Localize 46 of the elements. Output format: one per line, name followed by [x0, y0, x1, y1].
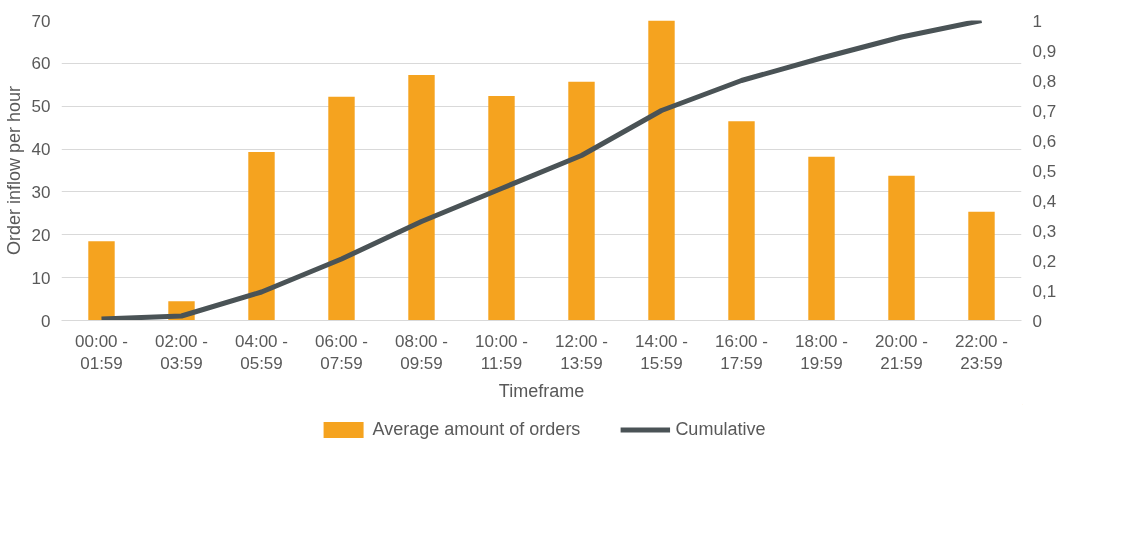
y-tick-label: 60	[31, 54, 51, 74]
y-tick-label: 70	[31, 11, 51, 31]
y-tick-label: 0	[41, 311, 51, 331]
x-tick-label: 18:00 - 19:59	[795, 331, 848, 374]
y2-tick-label: 1	[1032, 11, 1042, 31]
bar	[568, 81, 595, 321]
y-tick-label: 50	[31, 97, 51, 117]
bar	[728, 121, 755, 321]
y2-tick-label: 0,6	[1032, 131, 1057, 151]
bar	[328, 96, 355, 321]
y2-tick-label: 0,3	[1032, 221, 1057, 241]
y-tick-label: 20	[31, 225, 51, 245]
x-tick-label: 16:00 - 17:59	[715, 331, 768, 374]
bar	[888, 175, 915, 321]
y2-tick-label: 0	[1032, 311, 1042, 331]
x-tick-label: 06:00 - 07:59	[315, 331, 368, 374]
bar	[88, 241, 115, 321]
y2-tick-label: 0,1	[1032, 281, 1057, 301]
x-tick-label: 22:00 - 23:59	[955, 331, 1008, 374]
bar	[488, 95, 515, 321]
y2-tick-label: 0,2	[1032, 251, 1057, 271]
y2-tick-label: 0,8	[1032, 71, 1057, 91]
y2-tick-label: 0,5	[1032, 161, 1057, 181]
y-tick-label: 40	[31, 140, 51, 160]
x-tick-label: 20:00 - 21:59	[875, 331, 928, 374]
y-tick-label: 30	[31, 182, 51, 202]
x-tick-label: 10:00 - 11:59	[475, 331, 528, 374]
y2-tick-label: 0,9	[1032, 41, 1057, 61]
legend-label: Average amount of orders	[372, 418, 581, 440]
bar	[408, 74, 435, 321]
legend-label: Cumulative	[675, 418, 766, 440]
y-tick-label: 10	[31, 268, 51, 288]
bar	[648, 20, 675, 321]
x-axis-title: Timeframe	[498, 381, 585, 402]
y2-tick-label: 0,4	[1032, 191, 1057, 211]
bar	[248, 152, 275, 321]
bar	[968, 211, 995, 321]
x-tick-label: 08:00 - 09:59	[395, 331, 448, 374]
y-axis-title: Order inflow per hour	[3, 85, 24, 256]
bar	[808, 156, 835, 321]
x-tick-label: 12:00 - 13:59	[555, 331, 608, 374]
x-tick-label: 00:00 - 01:59	[75, 331, 128, 374]
y2-tick-label: 0,7	[1032, 101, 1057, 121]
x-tick-label: 04:00 - 05:59	[235, 331, 288, 374]
x-tick-label: 02:00 - 03:59	[155, 331, 208, 374]
x-tick-label: 14:00 - 15:59	[635, 331, 688, 374]
